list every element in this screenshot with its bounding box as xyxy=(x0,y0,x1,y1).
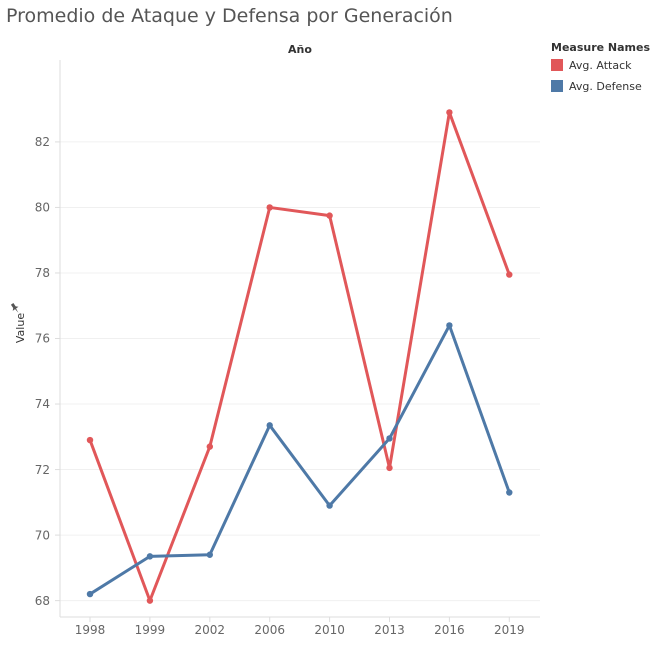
x-tick-label: 2010 xyxy=(314,623,345,637)
data-point-avg-defense[interactable] xyxy=(206,551,213,558)
legend-swatch-avg-attack xyxy=(551,59,563,71)
data-point-avg-attack[interactable] xyxy=(86,436,94,444)
axes: 68 70 72 74 76 78 80 82 1998 1999 2002 2006 2010 2013… xyxy=(35,60,540,637)
column-header: Año xyxy=(288,43,312,56)
data-point-avg-attack[interactable] xyxy=(446,109,453,116)
x-tick-label: 2006 xyxy=(254,623,285,637)
data-point-avg-attack[interactable] xyxy=(266,204,273,211)
series-lines xyxy=(86,109,513,604)
legend-item-avg-attack[interactable]: Avg. Attack xyxy=(551,58,631,72)
y-tick-label: 72 xyxy=(35,463,50,477)
y-axis-title-group: Value xyxy=(14,313,27,343)
data-point-avg-defense[interactable] xyxy=(146,553,154,560)
data-point-avg-attack[interactable] xyxy=(326,212,333,219)
x-tick-label: 2002 xyxy=(195,623,226,637)
data-point-avg-attack[interactable] xyxy=(206,443,213,450)
data-point-avg-defense[interactable] xyxy=(86,590,94,598)
y-tick-label: 80 xyxy=(35,201,50,215)
data-point-avg-defense[interactable] xyxy=(506,489,513,496)
gridlines xyxy=(60,141,540,602)
data-point-avg-attack[interactable] xyxy=(146,597,154,604)
y-tick-label: 70 xyxy=(35,528,50,542)
x-tick-label: 1998 xyxy=(75,623,106,637)
legend-label-avg-attack: Avg. Attack xyxy=(569,58,632,72)
chart-title: Promedio de Ataque y Defensa por Generac… xyxy=(6,5,453,27)
x-tick-label: 2013 xyxy=(374,623,405,637)
y-tick-label: 68 xyxy=(35,594,50,608)
legend-swatch-avg-defense xyxy=(551,80,563,92)
data-point-avg-defense[interactable] xyxy=(266,422,273,429)
y-axis-title: Value xyxy=(14,313,27,343)
x-tick-label: 2019 xyxy=(494,623,525,637)
data-point-avg-defense[interactable] xyxy=(446,322,453,329)
data-point-avg-defense[interactable] xyxy=(386,435,393,442)
x-tick-label: 1999 xyxy=(135,623,166,637)
pin-icon xyxy=(10,303,19,313)
data-point-avg-attack[interactable] xyxy=(386,464,393,472)
y-tick-label: 82 xyxy=(35,135,50,149)
y-tick-label: 76 xyxy=(35,332,50,346)
series-line-avg-defense[interactable] xyxy=(88,323,511,596)
legend-item-avg-defense[interactable]: Avg. Defense xyxy=(551,79,642,93)
data-point-avg-defense[interactable] xyxy=(326,502,333,509)
y-tick-label: 74 xyxy=(35,397,50,411)
y-tick-label: 78 xyxy=(35,266,50,280)
series-line-avg-attack[interactable] xyxy=(88,110,511,603)
legend-title: Measure Names xyxy=(551,41,651,54)
legend-label-avg-defense: Avg. Defense xyxy=(569,79,642,93)
x-tick-label: 2016 xyxy=(434,623,465,637)
data-point-avg-attack[interactable] xyxy=(506,271,513,278)
